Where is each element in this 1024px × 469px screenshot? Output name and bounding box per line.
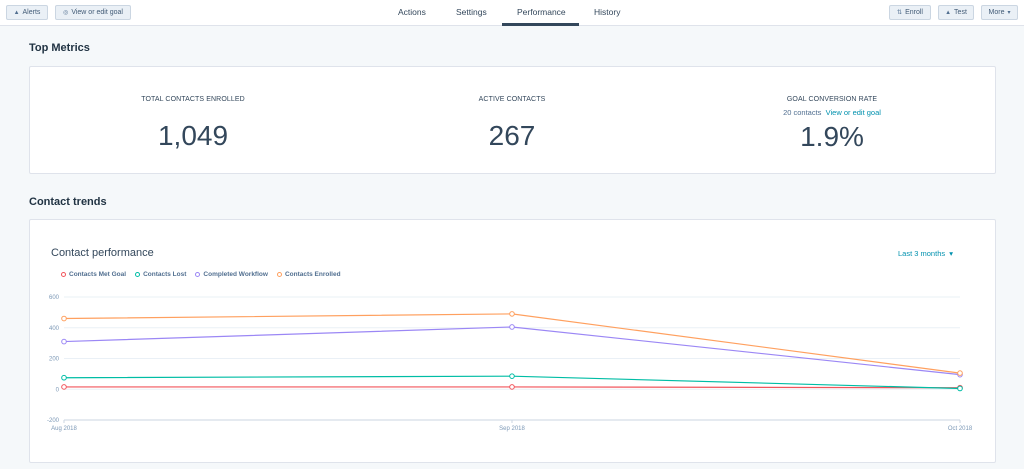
alerts-label: Alerts — [22, 9, 41, 16]
series-line — [63, 313, 961, 374]
x-tick-label: Sep 2018 — [499, 426, 525, 432]
caret-down-icon: ▾ — [1007, 10, 1011, 16]
y-tick-label: -200 — [47, 418, 60, 424]
top-metrics-heading: Top Metrics — [29, 42, 90, 54]
series-point — [509, 384, 515, 390]
legend-marker — [195, 272, 201, 277]
top-metrics-card: TOTAL CONTACTS ENROLLED 1,049 ACTIVE CON… — [29, 66, 996, 174]
tab-settings[interactable]: Settings — [456, 7, 487, 17]
goal-conversion-value: 1.9% — [800, 121, 864, 152]
chart-title: Contact performance — [51, 247, 154, 259]
series-point — [509, 311, 515, 317]
enroll-button[interactable]: ⇅ Enroll — [889, 5, 931, 20]
enroll-icon: ⇅ — [897, 10, 903, 16]
caret-down-icon: ▾ — [947, 249, 954, 258]
goal-contacts-count: 20 contacts — [783, 108, 822, 117]
series-point — [957, 385, 963, 392]
top-toolbar: ▲ Alerts ◎ View or edit goal Actions Set… — [0, 0, 1024, 26]
legend-item-completed-workflow[interactable]: Completed Workflow — [195, 271, 268, 278]
y-tick-label: 200 — [49, 357, 60, 363]
test-button[interactable]: ▲ Test — [938, 5, 974, 20]
goal-conversion-label: GOAL CONVERSION RATE — [786, 96, 878, 103]
total-enrolled-value: 1,049 — [157, 120, 229, 151]
alerts-button[interactable]: ▲ Alerts — [6, 5, 48, 20]
legend-item-contacts-lost[interactable]: Contacts Lost — [135, 271, 186, 278]
bell-icon: ▲ — [13, 9, 20, 16]
legend-marker — [135, 272, 141, 277]
tab-performance[interactable]: Performance — [517, 7, 566, 17]
legend-label: Contacts Met Goal — [69, 271, 127, 278]
view-edit-goal-link[interactable]: View or edit goal — [825, 108, 881, 117]
series-point — [61, 374, 67, 381]
series-point — [509, 373, 515, 379]
y-tick-label: 0 — [56, 387, 60, 393]
total-enrolled-label: TOTAL CONTACTS ENROLLED — [141, 96, 245, 103]
active-tab-indicator — [502, 23, 579, 26]
legend-item-contacts-enrolled[interactable]: Contacts Enrolled — [276, 271, 341, 278]
chart-legend: Contacts Met Goal Contacts Lost Complete… — [61, 271, 341, 278]
active-contacts-value: 267 — [488, 120, 536, 151]
series-point — [957, 370, 963, 376]
legend-item-contacts-met-goal[interactable]: Contacts Met Goal — [61, 271, 126, 278]
view-edit-goal-button[interactable]: ◎ View or edit goal — [55, 5, 131, 20]
tab-actions[interactable]: Actions — [398, 7, 426, 17]
series-line — [63, 326, 961, 376]
series-point — [61, 384, 67, 390]
enroll-label: Enroll — [905, 9, 923, 16]
series-point — [61, 315, 67, 322]
legend-marker — [276, 272, 282, 277]
y-tick-label: 600 — [49, 295, 60, 301]
person-icon: ▲ — [945, 9, 952, 16]
date-range-label: Last 3 months — [898, 249, 946, 258]
tab-history[interactable]: History — [594, 7, 621, 17]
x-tick-label: Aug 2018 — [51, 426, 77, 432]
series-point — [61, 338, 67, 345]
series-point — [509, 324, 515, 330]
more-dropdown-button[interactable]: More ▾ — [981, 5, 1018, 20]
y-tick-label: 400 — [49, 326, 60, 332]
legend-label: Contacts Lost — [143, 271, 187, 278]
legend-marker — [61, 272, 66, 277]
x-tick-label: Oct 2018 — [948, 426, 973, 432]
date-range-dropdown[interactable]: Last 3 months ▾ — [898, 249, 953, 258]
target-icon: ◎ — [63, 10, 69, 16]
more-label: More — [988, 9, 1005, 16]
goal-conversion-subline: 20 contacts View or edit goal — [783, 108, 881, 117]
legend-label: Completed Workflow — [203, 271, 268, 278]
contact-trends-heading: Contact trends — [29, 196, 107, 208]
contact-performance-chart: -200 0 200 400 600 Aug 2018 Sep 2018 Oct 2018 — [47, 295, 973, 432]
legend-label: Contacts Enrolled — [284, 271, 341, 278]
test-label: Test — [954, 9, 967, 16]
view-edit-goal-label: View or edit goal — [71, 9, 123, 16]
active-contacts-label: ACTIVE CONTACTS — [478, 96, 546, 103]
